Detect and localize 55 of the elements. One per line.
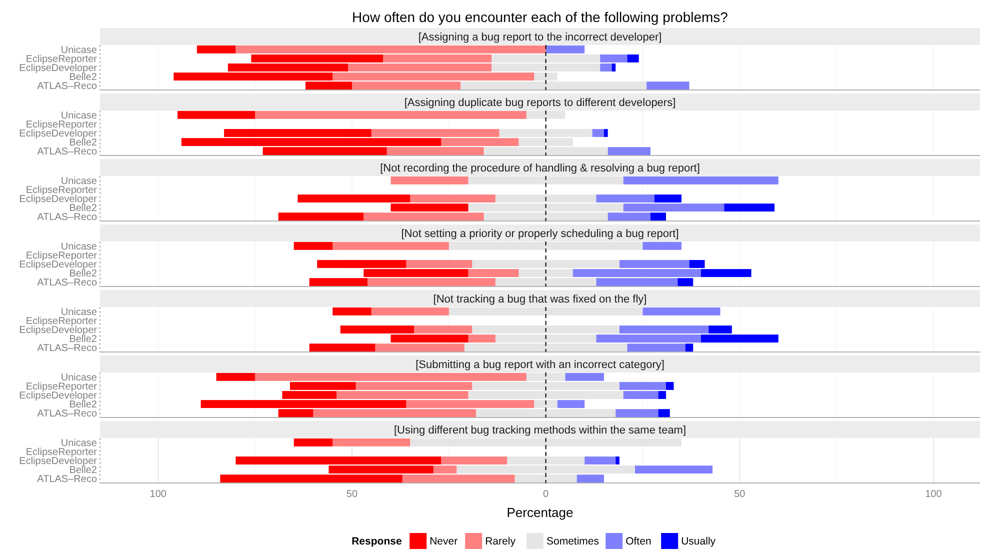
y-tick-label: ATLAS–Reco [37,278,98,289]
y-tick-label: EclipseDeveloper [19,390,98,402]
y-tick-label: EclipseReporter [26,250,98,262]
y-tick-label: Belle2 [69,138,98,149]
y-tick-label: Belle2 [69,400,98,411]
x-tick-label: 50 [734,489,746,500]
x-tick-label: 0 [543,489,550,500]
legend-title: Response [352,536,402,548]
y-tick-label: ATLAS–Reco [37,146,98,158]
y-tick-label: Belle2 [69,268,98,280]
y-tick-label: ATLAS–Reco [37,408,98,420]
chart-title: How often do you encounter each of the following problems? [352,9,728,25]
y-tick-label: EclipseDeveloper [19,63,98,74]
y-tick-label: EclipseReporter [26,446,98,458]
y-tick-label: Unicase [60,44,98,56]
y-tick-label: Unicase [60,306,98,318]
y-tick-label: EclipseReporter [26,119,98,130]
legend-label: Rarely [485,536,516,548]
y-tick-label: Belle2 [69,203,98,214]
y-tick-label: ATLAS–Reco [37,474,98,486]
chart-subtitle: [Submitting a bug report with an incorrect category] [416,359,664,371]
y-tick-label: EclipseDeveloper [19,325,98,336]
y-tick-label: ATLAS–Reco [37,343,98,354]
y-tick-label: EclipseDeveloper [19,128,98,140]
y-tick-label: Belle2 [69,465,98,476]
y-tick-label: EclipseDeveloper [19,456,98,467]
chart-subtitle: [Assigning duplicate bug reports to different developers] [404,97,676,109]
chart-subtitle: [Not setting a priority or properly scheduling a bug report] [401,228,679,240]
y-tick-label: Unicase [60,176,98,187]
y-tick-label: Unicase [60,110,98,122]
chart-subtitle: [Not recording the procedure of handling & resolving a bug report] [380,162,700,174]
y-tick-label: ATLAS–Reco [37,81,98,92]
legend-label: Often [626,536,652,548]
y-tick-label: Unicase [60,372,98,384]
y-tick-label: EclipseReporter [26,381,98,392]
x-tick-label: 50 [346,489,358,500]
y-tick-label: Belle2 [69,334,98,346]
legend-label: Never [430,536,458,548]
y-tick-label: EclipseReporter [26,54,98,65]
legend-label: Usually [681,536,716,548]
y-tick-label: Unicase [60,241,98,252]
chart-subtitle: [Using different bug tracking methods within the same team] [394,424,686,436]
chart-subtitle: [Not tracking a bug that was fixed on the fly] [433,294,647,306]
y-tick-label: ATLAS–Reco [37,212,98,224]
y-tick-label: EclipseDeveloper [19,194,98,205]
x-tick-label: 100 [925,489,942,500]
y-tick-label: EclipseReporter [26,316,98,327]
x-tick-label: 100 [150,489,167,500]
legend-label: Sometimes [546,536,600,548]
y-tick-label: EclipseReporter [26,184,98,196]
y-tick-label: EclipseDeveloper [19,260,98,270]
y-tick-label: Unicase [60,438,98,449]
chart-subtitle: [Assigning a bug report to the incorrect developer] [418,32,662,44]
y-tick-label: Belle2 [69,72,98,84]
x-axis-title: Percentage [506,505,574,520]
